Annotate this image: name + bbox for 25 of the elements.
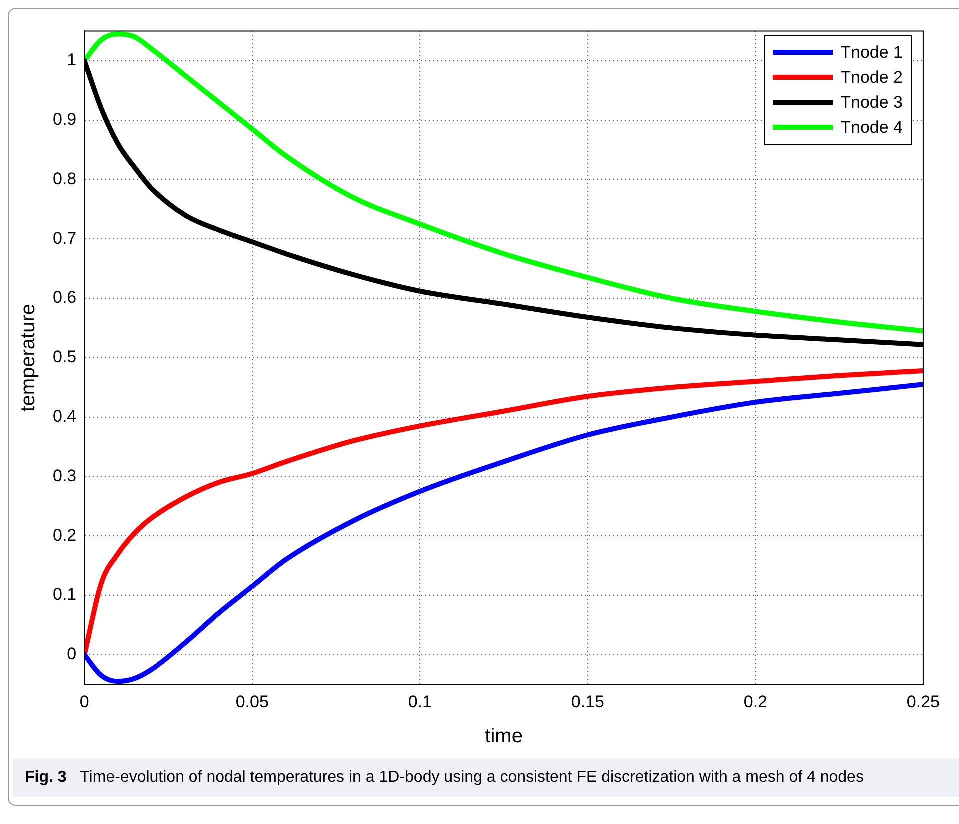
y-tick-label: 0.3 [52,466,77,486]
x-tick-label: 0 [80,692,90,712]
y-tick-label: 0.9 [52,110,77,129]
y-tick-label: 0.6 [52,288,77,308]
y-tick-label: 0 [67,644,77,664]
x-tick-label: 0.15 [571,692,604,712]
y-tick-label: 0.1 [52,585,77,604]
legend-label: Tnode 4 [840,117,903,139]
x-tick-label: 0.05 [236,692,269,712]
legend-label: Tnode 3 [840,92,903,114]
y-tick-label: 0.5 [52,348,77,367]
caption: Fig. 3 [25,769,68,786]
y-tick-label: 0.7 [52,228,77,248]
y-tick-label: 1 [67,50,77,70]
legend-label: Tnode 1 [840,42,903,64]
y-tick-label: 0.8 [52,169,77,188]
x-tick-label: 0.1 [408,692,432,712]
y-axis-title: temperature [18,304,40,412]
y-tick-label: 0.4 [52,406,77,426]
x-axis-title: time [485,726,523,748]
legend-label: Tnode 2 [840,67,903,89]
y-tick-label: 0.2 [52,526,77,545]
x-tick-label: 0.25 [906,692,940,712]
x-tick-label: 0.2 [744,692,768,712]
text: Time-evolution of nodal temperatures in a 1D-body using a consistent FE discretization with a mesh of 4 nodes [80,769,864,786]
